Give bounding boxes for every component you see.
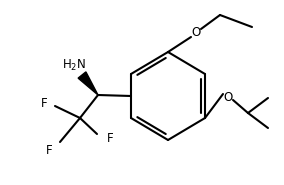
- Text: F: F: [107, 132, 114, 144]
- Text: F: F: [40, 97, 47, 110]
- Text: O: O: [224, 90, 233, 103]
- Text: O: O: [191, 26, 201, 38]
- Polygon shape: [78, 72, 98, 95]
- Text: H$_2$N: H$_2$N: [62, 58, 86, 73]
- Text: F: F: [45, 144, 52, 157]
